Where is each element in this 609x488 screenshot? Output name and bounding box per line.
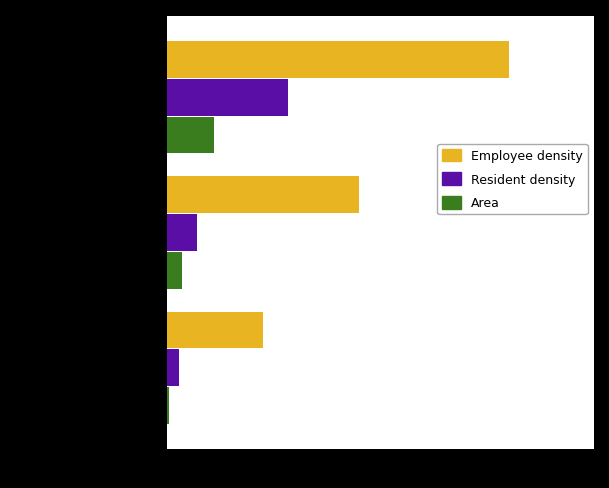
Bar (167, 350, 179, 386)
Bar (167, 387, 169, 424)
Bar (167, 252, 181, 289)
Bar (167, 177, 359, 214)
Bar (167, 215, 197, 251)
Bar (167, 312, 264, 348)
Bar (167, 118, 214, 154)
Bar (167, 42, 509, 79)
Bar (167, 80, 288, 116)
Legend: Employee density, Resident density, Area: Employee density, Resident density, Area (437, 144, 588, 215)
